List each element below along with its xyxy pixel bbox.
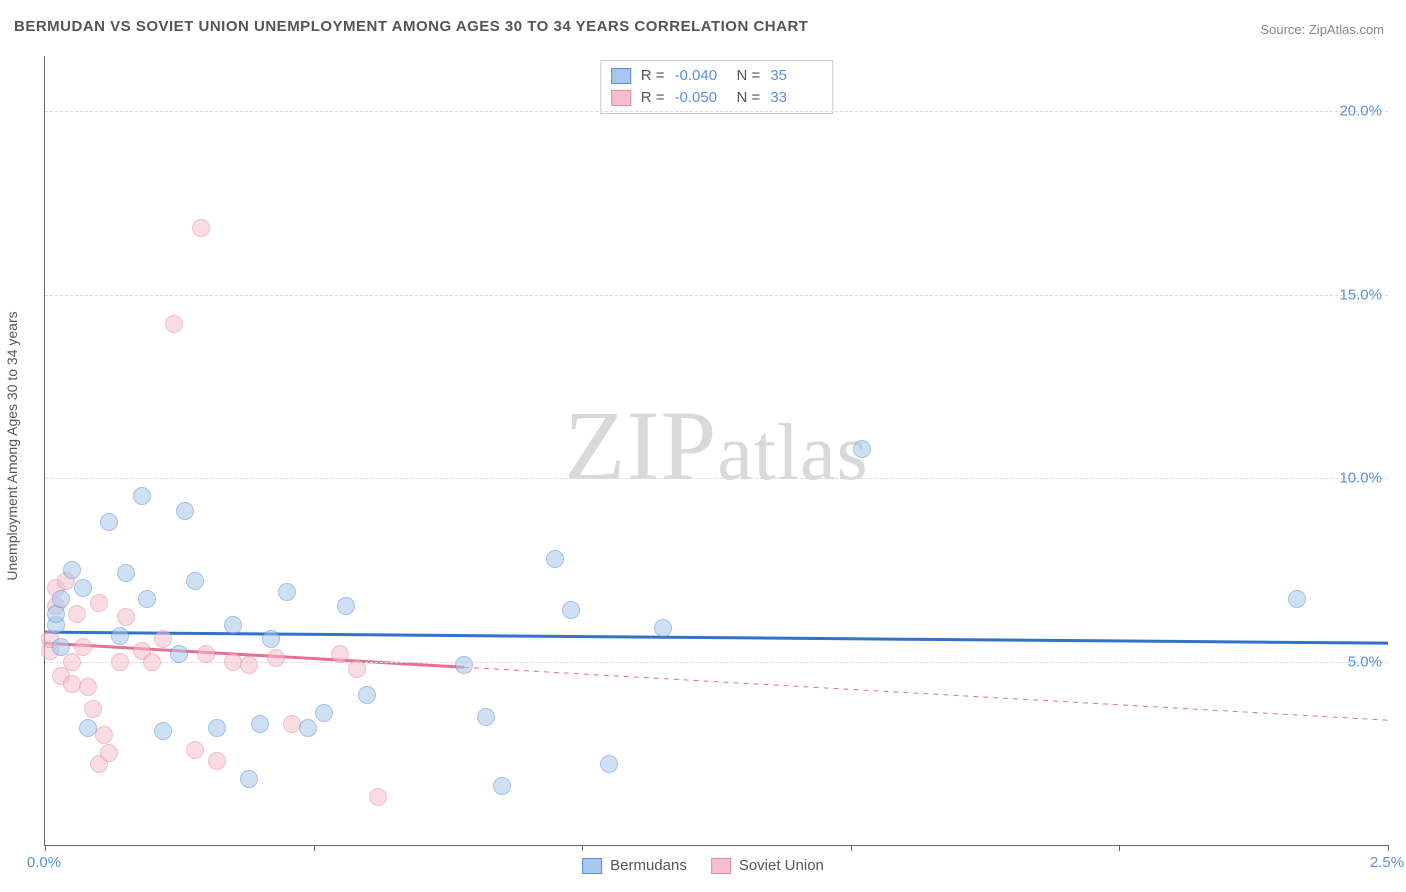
point-soviet bbox=[192, 219, 210, 237]
point-soviet bbox=[74, 638, 92, 656]
point-soviet bbox=[111, 653, 129, 671]
xtick bbox=[1119, 845, 1120, 851]
ytick-label: 15.0% bbox=[1339, 286, 1382, 303]
point-bermudans bbox=[600, 755, 618, 773]
point-soviet bbox=[186, 741, 204, 759]
point-bermudans bbox=[133, 487, 151, 505]
legend-item-soviet: Soviet Union bbox=[711, 857, 824, 874]
point-soviet bbox=[240, 656, 258, 674]
point-soviet bbox=[331, 645, 349, 663]
watermark-text: ZIPatlas bbox=[564, 387, 869, 502]
xtick bbox=[851, 845, 852, 851]
point-bermudans bbox=[52, 590, 70, 608]
point-soviet bbox=[369, 788, 387, 806]
n-value-soviet: 33 bbox=[770, 87, 822, 109]
legend-label-soviet: Soviet Union bbox=[739, 857, 824, 874]
chart-plot-area: ZIPatlas R = -0.040 N = 35 R = -0.050 N … bbox=[44, 56, 1388, 846]
legend-row-bermudans: R = -0.040 N = 35 bbox=[611, 65, 823, 87]
point-bermudans bbox=[170, 645, 188, 663]
point-bermudans bbox=[493, 777, 511, 795]
point-soviet bbox=[90, 594, 108, 612]
point-soviet bbox=[154, 630, 172, 648]
point-bermudans bbox=[100, 513, 118, 531]
ytick-label: 10.0% bbox=[1339, 470, 1382, 487]
legend-label-bermudans: Bermudans bbox=[610, 857, 687, 874]
chart-title: BERMUDAN VS SOVIET UNION UNEMPLOYMENT AM… bbox=[14, 18, 808, 35]
point-bermudans bbox=[138, 590, 156, 608]
legend-swatch-bermudans bbox=[611, 68, 631, 84]
point-bermudans bbox=[63, 561, 81, 579]
legend-swatch-soviet bbox=[611, 90, 631, 106]
point-bermudans bbox=[79, 719, 97, 737]
xtick-label: 0.0% bbox=[27, 854, 61, 871]
point-soviet bbox=[224, 653, 242, 671]
ytick-label: 20.0% bbox=[1339, 103, 1382, 120]
source-label: Source: ZipAtlas.com bbox=[1260, 22, 1384, 37]
r-label: R = bbox=[641, 65, 665, 87]
r-value-soviet: -0.050 bbox=[675, 87, 727, 109]
gridline bbox=[45, 111, 1388, 112]
point-soviet bbox=[63, 675, 81, 693]
point-bermudans bbox=[853, 440, 871, 458]
point-soviet bbox=[100, 744, 118, 762]
n-label: N = bbox=[737, 87, 761, 109]
point-bermudans bbox=[455, 656, 473, 674]
point-soviet bbox=[79, 678, 97, 696]
legend-row-soviet: R = -0.050 N = 33 bbox=[611, 87, 823, 109]
gridline bbox=[45, 478, 1388, 479]
xtick bbox=[314, 845, 315, 851]
point-bermudans bbox=[111, 627, 129, 645]
legend-series: Bermudans Soviet Union bbox=[582, 857, 824, 874]
point-bermudans bbox=[117, 564, 135, 582]
trend-lines-layer bbox=[45, 56, 1388, 845]
point-soviet bbox=[283, 715, 301, 733]
point-bermudans bbox=[52, 638, 70, 656]
point-bermudans bbox=[176, 502, 194, 520]
point-bermudans bbox=[654, 619, 672, 637]
point-bermudans bbox=[262, 630, 280, 648]
point-soviet bbox=[63, 653, 81, 671]
point-soviet bbox=[165, 315, 183, 333]
point-soviet bbox=[143, 653, 161, 671]
point-bermudans bbox=[358, 686, 376, 704]
point-bermudans bbox=[299, 719, 317, 737]
point-bermudans bbox=[337, 597, 355, 615]
point-bermudans bbox=[154, 722, 172, 740]
xtick-label: 2.5% bbox=[1370, 854, 1404, 871]
point-bermudans bbox=[251, 715, 269, 733]
xtick bbox=[45, 845, 46, 851]
point-soviet bbox=[84, 700, 102, 718]
point-soviet bbox=[197, 645, 215, 663]
point-soviet bbox=[117, 608, 135, 626]
point-bermudans bbox=[224, 616, 242, 634]
legend-item-bermudans: Bermudans bbox=[582, 857, 687, 874]
point-soviet bbox=[95, 726, 113, 744]
y-axis-label: Unemployment Among Ages 30 to 34 years bbox=[4, 311, 20, 580]
r-value-bermudans: -0.040 bbox=[675, 65, 727, 87]
ytick-label: 5.0% bbox=[1348, 653, 1382, 670]
point-bermudans bbox=[240, 770, 258, 788]
point-soviet bbox=[348, 660, 366, 678]
point-soviet bbox=[208, 752, 226, 770]
r-label: R = bbox=[641, 87, 665, 109]
legend-swatch-soviet-icon bbox=[711, 858, 731, 874]
point-soviet bbox=[68, 605, 86, 623]
point-bermudans bbox=[1288, 590, 1306, 608]
point-bermudans bbox=[477, 708, 495, 726]
point-bermudans bbox=[278, 583, 296, 601]
xtick bbox=[582, 845, 583, 851]
point-bermudans bbox=[74, 579, 92, 597]
gridline bbox=[45, 295, 1388, 296]
legend-correlation: R = -0.040 N = 35 R = -0.050 N = 33 bbox=[600, 60, 834, 114]
point-bermudans bbox=[208, 719, 226, 737]
xtick bbox=[1388, 845, 1389, 851]
point-bermudans bbox=[546, 550, 564, 568]
n-label: N = bbox=[737, 65, 761, 87]
legend-swatch-bermudans-icon bbox=[582, 858, 602, 874]
point-bermudans bbox=[315, 704, 333, 722]
point-bermudans bbox=[562, 601, 580, 619]
point-bermudans bbox=[186, 572, 204, 590]
point-soviet bbox=[267, 649, 285, 667]
n-value-bermudans: 35 bbox=[770, 65, 822, 87]
